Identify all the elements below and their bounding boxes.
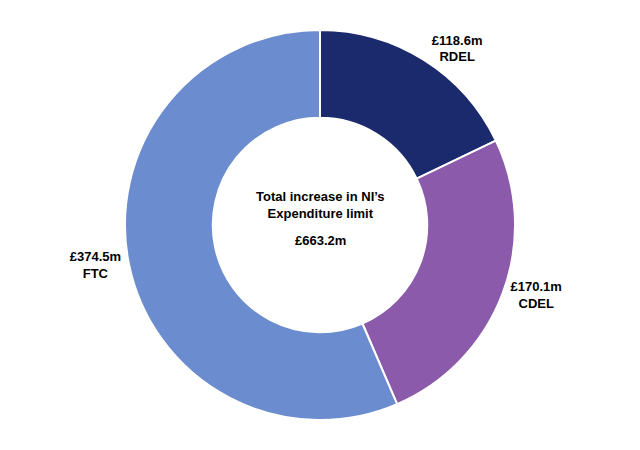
svg-text:£663.2m: £663.2m (295, 233, 346, 248)
svg-text:£170.1mCDEL: £170.1mCDEL (511, 279, 562, 311)
svg-text:£374.5mFTC: £374.5mFTC (70, 249, 121, 281)
svg-text:Total increase in NI’sExpendit: Total increase in NI’sExpenditure limit (256, 189, 385, 221)
svg-text:£118.6mRDEL: £118.6mRDEL (432, 33, 483, 65)
